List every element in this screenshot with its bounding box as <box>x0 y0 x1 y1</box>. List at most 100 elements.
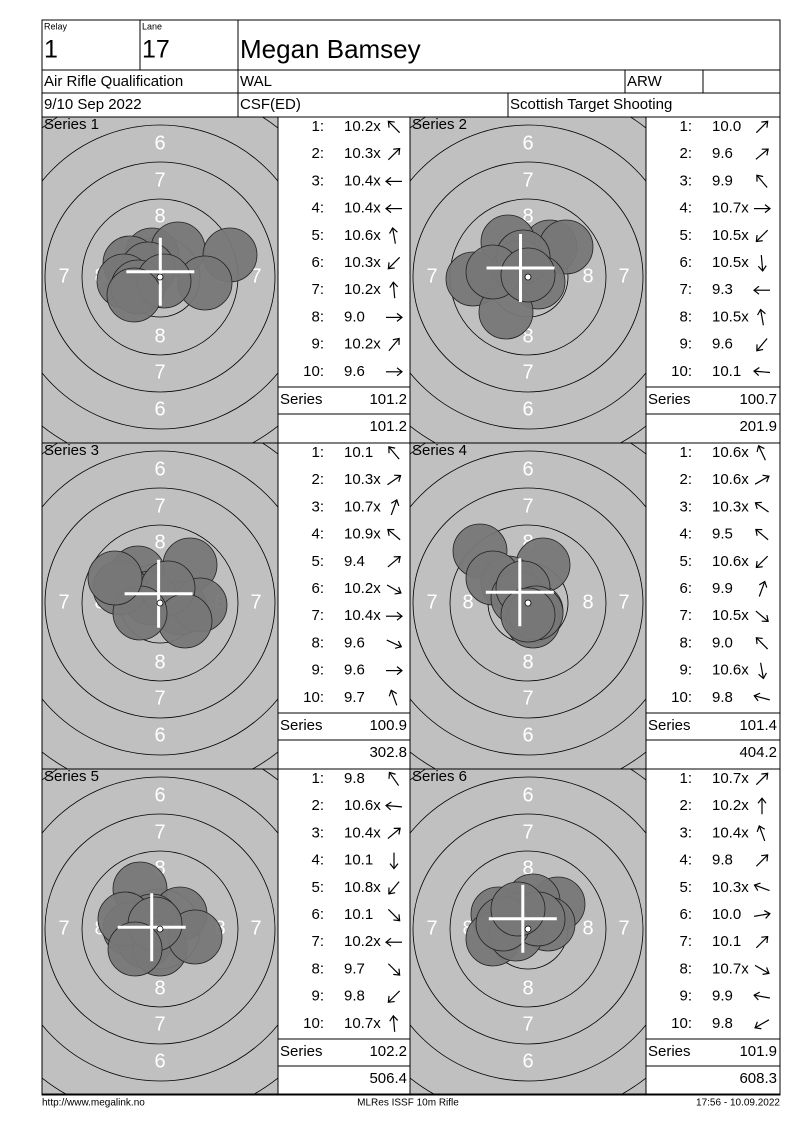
center-dot <box>524 599 532 607</box>
shot-number: 9: <box>311 988 324 1005</box>
shot-score: 9.6 <box>712 145 733 162</box>
direction-arrow <box>757 797 767 815</box>
ring-label: 6 <box>522 458 533 480</box>
arrow-shaft <box>755 120 769 134</box>
shot-score: 10.1 <box>712 363 741 380</box>
shot-number: 2: <box>679 797 692 814</box>
arrow-head <box>392 337 400 345</box>
shot-score: 9.7 <box>344 689 365 706</box>
shot-score: 10.5x <box>712 607 749 624</box>
direction-arrow <box>753 285 770 295</box>
series-panel: 666677778888Series 61:10.7x2:10.2x3:10.4… <box>409 768 781 1096</box>
target: 666677778888 <box>410 769 646 1095</box>
shot-number: 7: <box>679 281 692 298</box>
ring-label: 8 <box>522 651 533 673</box>
shot-score: 10.5x <box>712 254 749 271</box>
arrow-head <box>393 914 401 922</box>
shot-score: 10.6x <box>344 227 381 244</box>
athlete-name: Megan Bamsey <box>240 34 421 64</box>
ring-label: 8 <box>154 857 165 879</box>
series-label: Series <box>280 391 323 408</box>
shot-hole <box>490 881 546 937</box>
target: 666677778888 <box>410 117 666 443</box>
direction-arrow <box>388 337 400 352</box>
direction-arrow <box>755 555 769 569</box>
ring-label: 6 <box>154 1050 165 1072</box>
direction-arrow <box>385 937 402 947</box>
target-ring <box>81 524 239 682</box>
arrow-shaft <box>388 446 400 460</box>
shot-number: 1: <box>679 770 692 787</box>
arrow-head <box>393 147 401 155</box>
arrow-head <box>761 935 769 943</box>
shot-number: 9: <box>679 988 692 1005</box>
cumulative-total: 404.2 <box>739 744 777 761</box>
direction-arrow <box>386 611 403 621</box>
shot-score: 9.3 <box>712 281 733 298</box>
direction-arrow <box>389 852 399 870</box>
shot-score: 10.6x <box>712 553 749 570</box>
arrow-head <box>753 991 761 1001</box>
shot-number: 2: <box>311 471 324 488</box>
shot-number: 5: <box>679 553 692 570</box>
shot-score: 9.6 <box>712 336 733 353</box>
direction-arrow <box>386 666 403 676</box>
shot-score: 10.6x <box>712 471 749 488</box>
direction-arrow <box>758 580 768 597</box>
shot-number: 10: <box>671 363 692 380</box>
direction-arrow <box>753 692 770 702</box>
ring-label: 7 <box>154 169 165 191</box>
direction-arrow <box>388 771 400 786</box>
arrow-head <box>389 281 399 288</box>
shot-score: 10.1 <box>712 933 741 950</box>
shot-number: 8: <box>311 634 324 651</box>
shot-score: 10.7x <box>344 498 381 515</box>
series-total: 101.4 <box>739 717 777 734</box>
shot-score: 10.6x <box>344 797 381 814</box>
center-dot <box>156 925 164 933</box>
shot-number: 5: <box>679 227 692 244</box>
arrow-head <box>393 827 401 835</box>
category: ARW <box>627 73 663 90</box>
series-title: Series 6 <box>412 768 467 785</box>
arrow-shaft <box>388 772 400 786</box>
arrow-head <box>761 854 769 862</box>
event: Air Rifle Qualification <box>44 73 183 90</box>
target: 666677778888 <box>42 443 278 769</box>
shot-number: 6: <box>311 906 324 923</box>
ring-label: 8 <box>154 325 165 347</box>
cumulative-total: 608.3 <box>739 1070 777 1087</box>
shot-number: 1: <box>311 770 324 787</box>
direction-arrow <box>386 639 403 649</box>
arrow-shaft <box>755 637 769 650</box>
ring-label: 7 <box>426 265 437 287</box>
ring-label: 6 <box>655 265 666 287</box>
arrow-head <box>388 689 398 697</box>
ring-label: 8 <box>462 591 473 613</box>
shot-score: 9.7 <box>344 960 365 977</box>
shot-number: 10: <box>303 363 324 380</box>
shot-number: 5: <box>311 553 324 570</box>
shot-score: 10.1 <box>344 852 373 869</box>
series-label: Series <box>648 717 691 734</box>
arrow-shaft <box>754 884 770 892</box>
shot-number: 4: <box>679 526 692 543</box>
arrow-shaft <box>387 120 401 134</box>
arrow-shaft <box>387 475 401 486</box>
series-label: Series <box>648 391 691 408</box>
shot-number: 2: <box>679 471 692 488</box>
shot-hole <box>87 550 143 606</box>
arrow-shaft <box>755 854 769 867</box>
arrow-shaft <box>387 908 401 922</box>
arrow-shaft <box>386 584 402 594</box>
shot-score: 10.7x <box>712 200 749 217</box>
ring-label: 7 <box>154 1013 165 1035</box>
shot-number: 10: <box>671 1015 692 1032</box>
shot-number: 10: <box>303 1015 324 1032</box>
arrow-head <box>388 771 396 779</box>
shot-score: 10.2x <box>712 797 749 814</box>
shot-number: 7: <box>679 607 692 624</box>
direction-arrow <box>754 1019 770 1030</box>
direction-arrow <box>754 204 771 214</box>
